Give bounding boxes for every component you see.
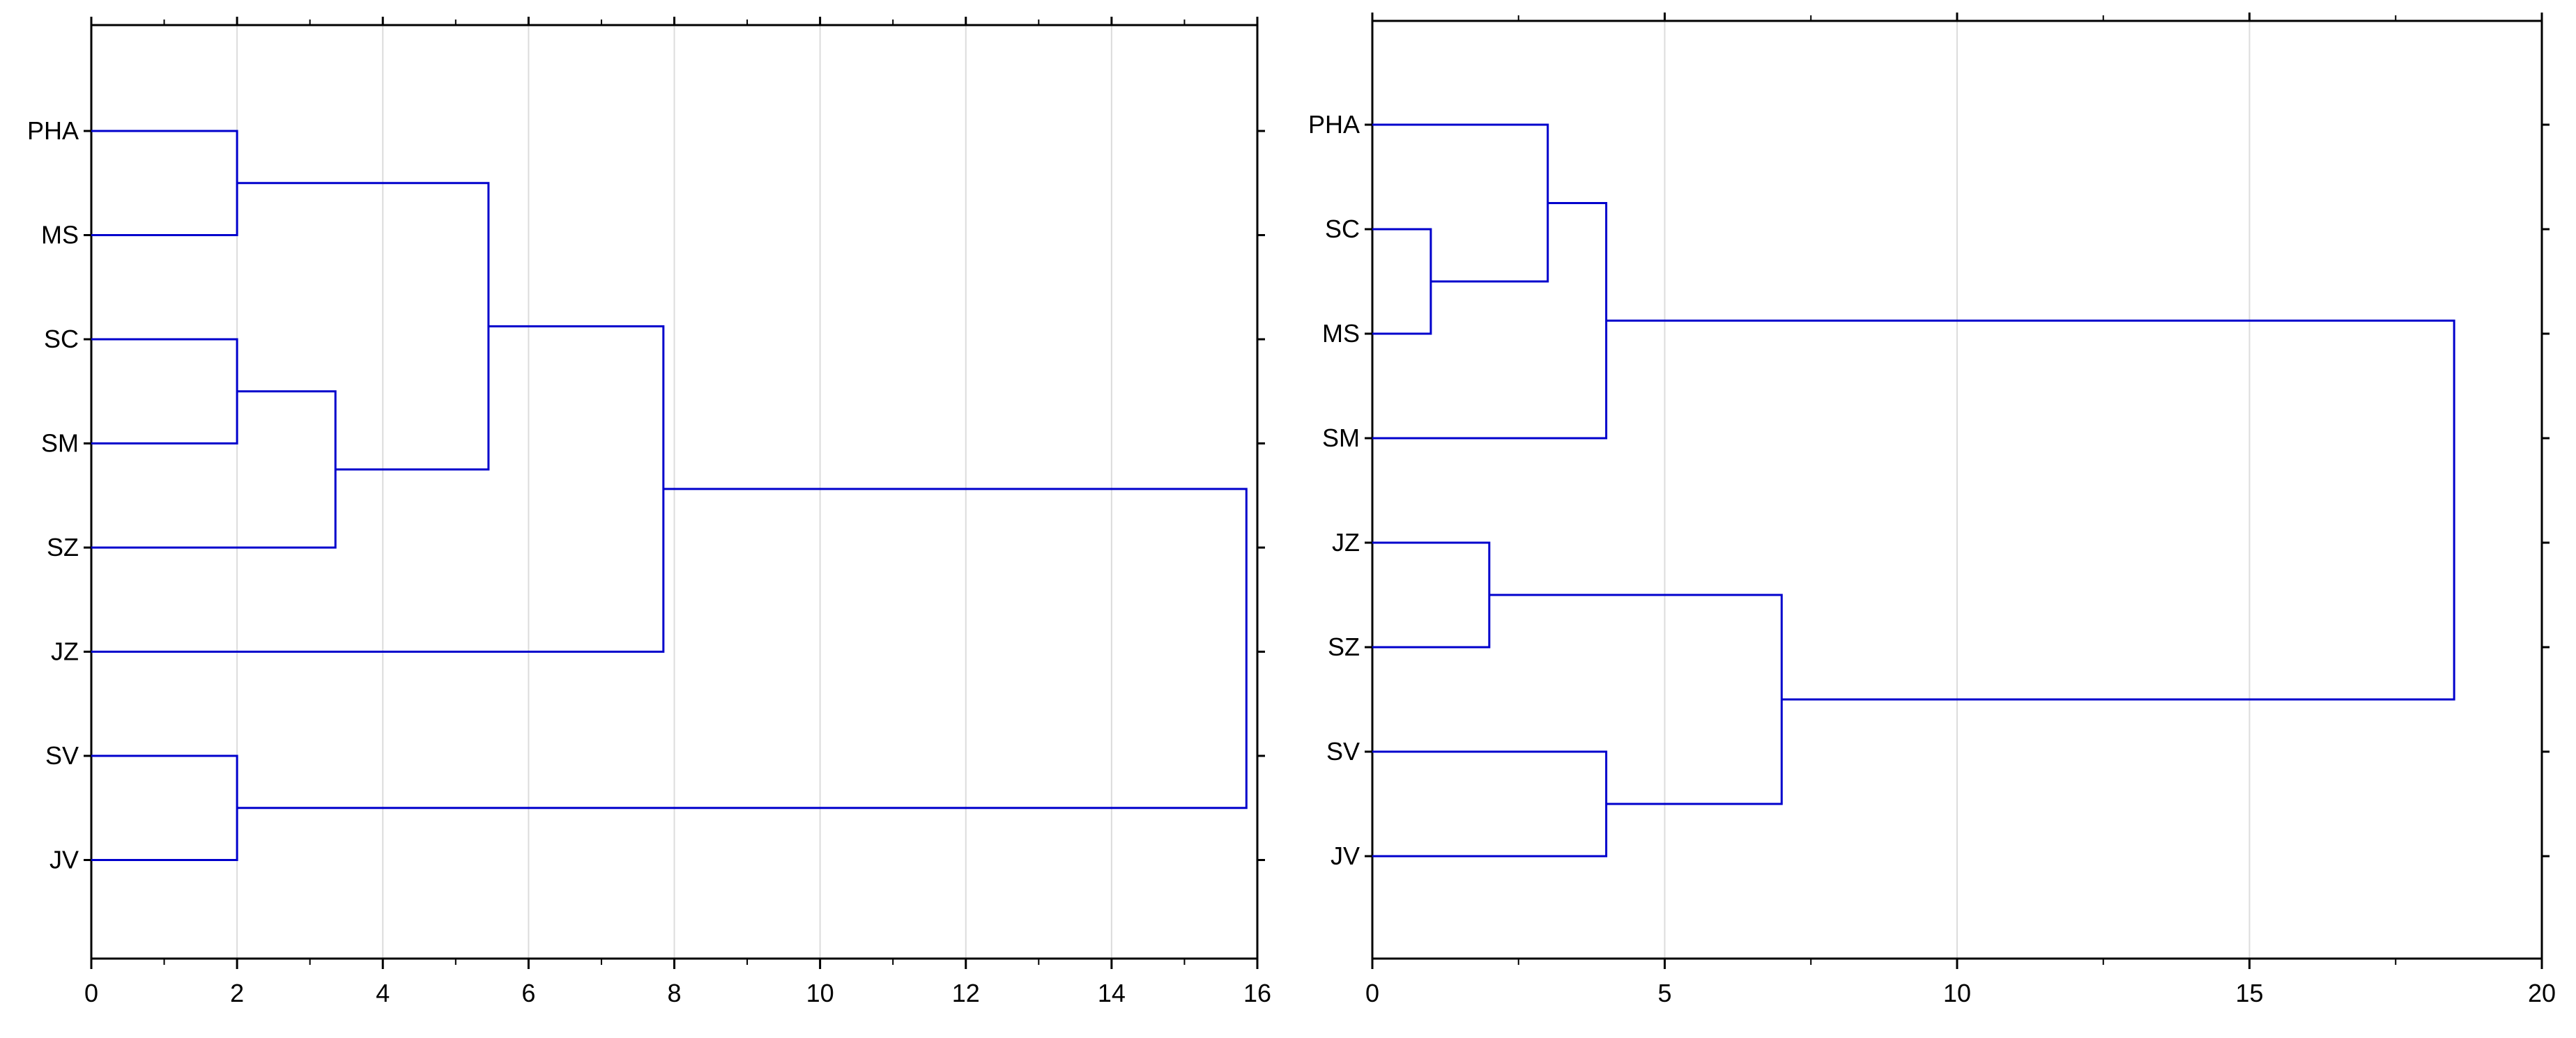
cluster-link: [1372, 123, 1549, 283]
cluster-link: [91, 325, 665, 653]
cluster-link: [1372, 202, 1608, 440]
x-tick-label: 6: [521, 979, 535, 1007]
cluster-link: [1372, 228, 1432, 335]
leaf-label: MS: [41, 221, 79, 249]
leaf-label: MS: [1322, 319, 1360, 348]
cluster-link: [91, 390, 337, 549]
leaf-label: SZ: [47, 533, 79, 561]
left-dendrogram: 0 2 4 6 8 10 12 14 16 PHA MS SC SM SZ JZ SV JV: [27, 17, 1271, 1007]
x-tick-label: 5: [1657, 979, 1671, 1007]
cluster-link: [237, 488, 1248, 810]
cluster-link: [1606, 319, 2455, 701]
leaf-label: SM: [41, 429, 79, 458]
leaf-label: JV: [1331, 842, 1360, 870]
x-tick-label: 10: [806, 979, 834, 1007]
cluster-link: [1372, 750, 1608, 858]
x-tick-label: 2: [230, 979, 244, 1007]
leaf-label: JV: [49, 846, 79, 874]
x-tick-label: 4: [376, 979, 390, 1007]
x-tick-label: 20: [2528, 979, 2556, 1007]
leaf-label: SC: [1325, 215, 1360, 243]
cluster-link: [237, 182, 490, 471]
leaf-label: SZ: [1328, 633, 1360, 661]
leaf-label: PHA: [27, 116, 79, 145]
x-tick-label: 15: [2235, 979, 2263, 1007]
leaf-label: SM: [1322, 424, 1360, 452]
x-tick-label: 8: [667, 979, 681, 1007]
x-tick-label: 10: [1943, 979, 1971, 1007]
cluster-link: [91, 754, 238, 861]
leaf-label: SV: [1326, 737, 1360, 766]
x-tick-label: 12: [952, 979, 980, 1007]
cluster-link: [91, 130, 238, 236]
x-tick-label: 14: [1098, 979, 1126, 1007]
leaf-label: SC: [44, 325, 79, 353]
x-tick-label: 16: [1243, 979, 1271, 1007]
cluster-link: [1372, 541, 1491, 649]
leaf-label: PHA: [1308, 110, 1360, 139]
leaf-label: JZ: [51, 637, 79, 666]
x-tick-label: 0: [84, 979, 98, 1007]
right-dendrogram: 0 5 10 15 20 PHA SC MS SM JZ SZ SV JV: [1308, 13, 2556, 1007]
leaf-label: JZ: [1332, 528, 1360, 557]
x-tick-label: 0: [1365, 979, 1379, 1007]
cluster-link: [1489, 594, 1783, 805]
cluster-link: [91, 338, 238, 444]
leaf-label: SV: [45, 741, 79, 770]
